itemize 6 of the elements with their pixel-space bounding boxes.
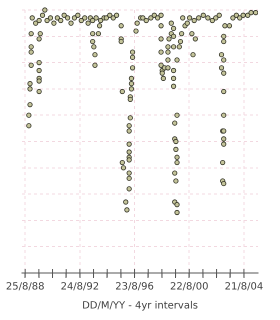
x-tick-label: 24/8/92 bbox=[60, 282, 100, 293]
x-tick-label: 23/8/96 bbox=[115, 282, 154, 293]
x-tick-label: 21/8/04 bbox=[224, 282, 264, 293]
x-axis-title: DD/M/YY - 4yr intervals bbox=[82, 300, 198, 312]
x-tick-label: 25/8/88 bbox=[6, 282, 44, 293]
x-tick-label: 22/8/00 bbox=[170, 282, 209, 293]
